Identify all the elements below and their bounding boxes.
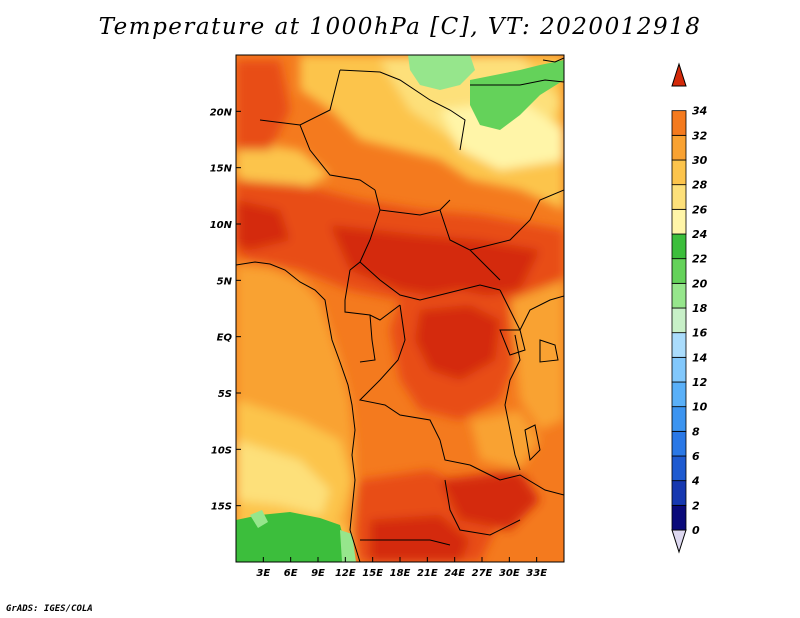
colorbar-bin xyxy=(671,356,687,383)
colorbar-level-label: 20 xyxy=(692,277,708,290)
colorbar-bin xyxy=(671,406,687,432)
lon-tick-label: 27E xyxy=(472,568,493,579)
colorbar-bin xyxy=(671,307,687,334)
colorbar-level-label: 26 xyxy=(692,203,708,216)
colorbar-under-triangle xyxy=(671,529,687,554)
lon-tick-label: 3E xyxy=(256,568,270,579)
colorbar-bin xyxy=(671,430,687,457)
colorbar-level-label: 0 xyxy=(692,524,700,537)
country-borders xyxy=(236,57,564,562)
colorbar-level-label: 14 xyxy=(692,351,707,364)
colorbar-bin xyxy=(671,480,687,506)
colorbar-bin xyxy=(671,233,687,260)
colorbar-bin xyxy=(671,504,687,531)
lat-tick-label: EQ xyxy=(217,333,233,344)
colorbar-bin xyxy=(671,381,687,408)
lat-tick-label: 15S xyxy=(211,502,232,513)
colorbar-level-label: 16 xyxy=(692,327,708,340)
lat-tick-label: 5S xyxy=(218,389,232,400)
lat-tick-label: 20N xyxy=(210,107,233,118)
lat-ticks: 20N 15N 10N 5N EQ 5S 10S 15S xyxy=(210,107,241,513)
colorbar-bin xyxy=(671,455,687,482)
lat-tick-label: 10N xyxy=(210,220,233,231)
colorbar-level-label: 30 xyxy=(692,154,708,167)
colorbar-over-triangle xyxy=(671,62,687,87)
lon-ticks: 3E 6E 9E 12E 15E 18E 21E 24E 27E 30E 33E xyxy=(256,557,547,579)
colorbar-level-label: 28 xyxy=(692,179,708,192)
colorbar-level-label: 22 xyxy=(692,253,708,266)
colorbar-level-label: 4 xyxy=(691,475,700,488)
lon-tick-label: 30E xyxy=(499,568,520,579)
lon-tick-label: 9E xyxy=(311,568,325,579)
colorbar-bin xyxy=(671,332,687,358)
colorbar-level-label: 12 xyxy=(692,376,708,389)
colorbar-level-label: 8 xyxy=(692,425,700,438)
colorbar-bin xyxy=(671,258,687,284)
lat-tick-label: 10S xyxy=(211,445,232,456)
colorbar-bin xyxy=(671,159,687,186)
colorbar-level-label: 2 xyxy=(692,499,700,512)
colorbar-level-label: 6 xyxy=(692,450,700,463)
colorbar-level-label: 18 xyxy=(692,302,708,315)
grads-credit: GrADS: IGES/COLA xyxy=(6,604,93,614)
lon-tick-label: 24E xyxy=(444,568,465,579)
lon-tick-label: 15E xyxy=(362,568,383,579)
colorbar-bin xyxy=(671,184,687,210)
colorbar-bin xyxy=(671,110,687,136)
lon-tick-label: 12E xyxy=(335,568,356,579)
lat-tick-label: 5N xyxy=(217,276,233,287)
lon-tick-label: 18E xyxy=(390,568,411,579)
colorbar-level-label: 24 xyxy=(692,228,707,241)
map-title: Temperature at 1000hPa [C], VT: 20200129… xyxy=(98,14,702,40)
colorbar-bin xyxy=(671,208,687,235)
colorbar-level-label: 32 xyxy=(692,129,708,142)
lon-tick-label: 6E xyxy=(284,568,298,579)
lon-tick-label: 33E xyxy=(526,568,547,579)
colorbar-bin xyxy=(671,282,687,309)
colorbar-level-label: 34 xyxy=(692,105,707,118)
colorbar-bin xyxy=(671,134,687,161)
lon-tick-label: 21E xyxy=(417,568,438,579)
lat-tick-label: 15N xyxy=(210,164,233,175)
colorbar-level-label: 10 xyxy=(692,401,708,414)
